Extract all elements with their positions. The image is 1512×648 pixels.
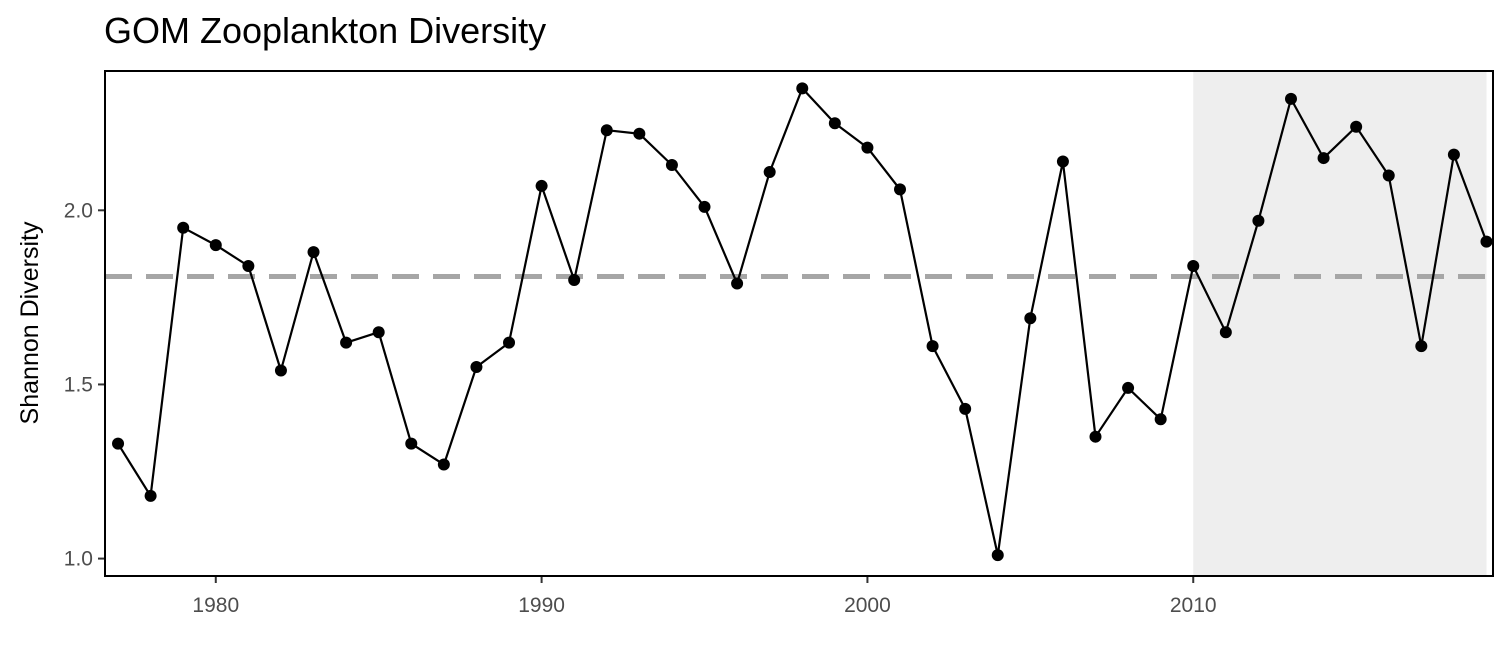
data-point [1187,260,1200,273]
y-tick-label: 1.0 [64,548,93,571]
x-tick-label: 2000 [844,594,891,617]
data-point [405,437,418,450]
y-axis-label: Shannon Diversity [16,221,44,424]
data-point [861,141,874,154]
data-point [1415,340,1428,353]
data-point [372,326,385,339]
data-point [763,166,776,178]
shade-layer [1193,71,1487,576]
data-point [1219,326,1232,339]
x-tick-label: 2010 [1170,594,1217,617]
data-point [1056,155,1069,168]
data-point [796,82,809,95]
data-point [698,200,711,213]
data-point [828,117,841,130]
data-point [1350,120,1363,133]
data-point [1154,413,1167,426]
data-point [470,361,483,374]
data-point [209,239,222,252]
data-point [568,273,581,286]
data-point [1089,430,1102,443]
data-point [307,246,320,259]
data-point [340,336,353,349]
data-point [242,260,255,273]
data-point [1317,152,1330,165]
data-point [959,402,972,415]
data-point [600,124,613,137]
data-point [535,179,548,192]
data-point [144,489,157,502]
data-point [112,437,125,450]
data-point [926,340,939,353]
data-point [1447,148,1460,161]
data-point [1024,312,1037,325]
y-tick-label: 2.0 [64,199,93,222]
data-point [1252,214,1265,227]
data-point [1122,381,1135,394]
data-point [503,336,516,349]
data-point [731,277,744,290]
data-point [177,221,190,234]
series-layer [112,82,1493,562]
shaded-region [1193,71,1487,576]
data-point [991,549,1004,562]
axis-layer: 1.0 1.5 2.0 1980 1990 2000 2010 [64,199,1217,617]
x-tick-label: 1990 [518,594,565,617]
x-tick-label: 1980 [192,594,239,617]
data-point [1480,235,1493,248]
y-tick-label: 1.5 [64,373,93,396]
chart-title: GOM Zooplankton Diversity [104,10,547,51]
data-point [437,458,450,471]
data-point [1382,169,1395,182]
plot-panel-border [104,70,1494,577]
data-point [665,159,678,172]
data-point [633,127,646,140]
data-point [1284,92,1297,105]
data-point [274,364,287,377]
data-point [894,183,907,196]
